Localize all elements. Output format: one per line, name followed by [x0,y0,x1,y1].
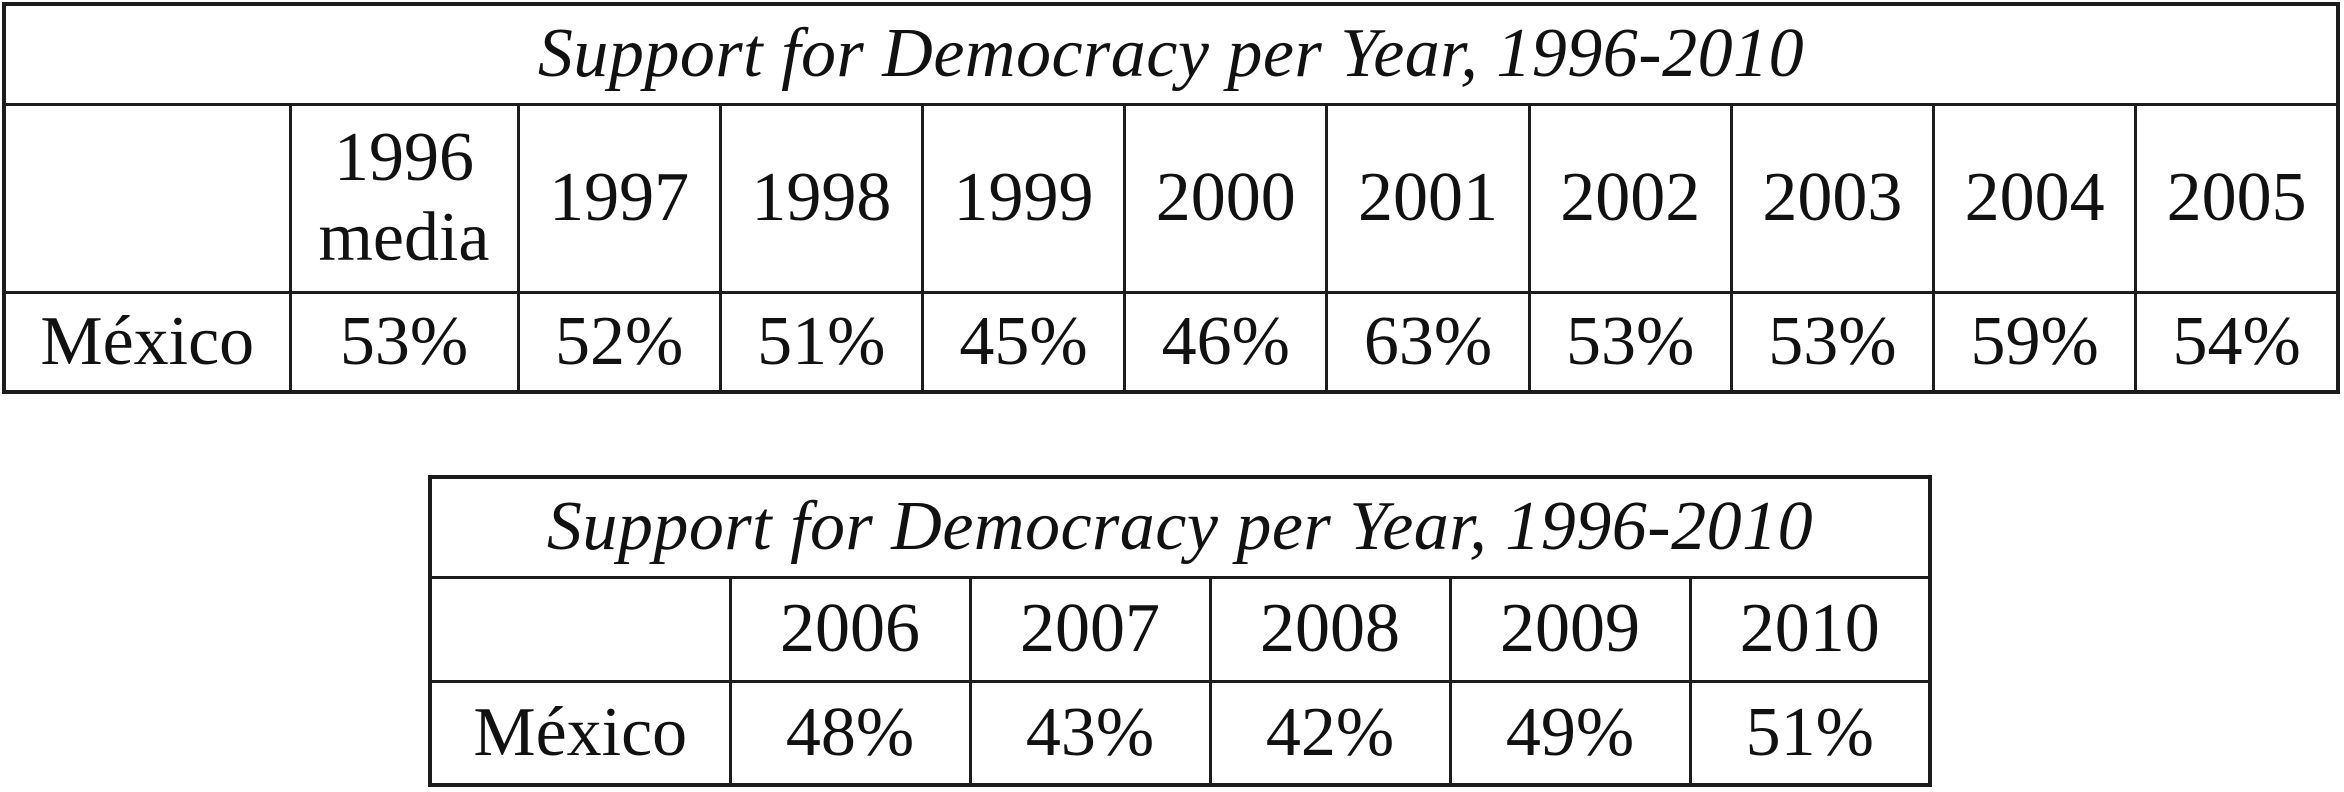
year-header-cell: 1996 media [288,102,520,294]
value-cell: 54% [2134,290,2340,394]
table-support-democracy-2006-2010: Support for Democracy per Year, 1996-201… [428,475,1932,787]
value-cell: 59% [1932,290,2138,394]
table-title-row: Support for Democracy per Year, 1996-201… [428,475,1932,579]
table-row: México 48% 43% 42% 49% 51% [428,679,1932,787]
year-header-cell: 2003 [1729,102,1936,294]
year-header-cell: 2004 [1932,102,2138,294]
year-header-cell: 2006 [728,575,972,683]
table-row: México 53% 52% 51% 45% 46% 63% 53% 53% 5… [2,290,2340,394]
value-cell: 52% [516,290,722,394]
year-header-cell: 2010 [1688,575,1932,683]
year-header-cell: 1998 [718,102,924,294]
value-cell: 53% [1729,290,1936,394]
value-cell: 46% [1123,290,1329,394]
value-cell: 53% [1527,290,1733,394]
table-header-row: 2006 2007 2008 2009 2010 [428,575,1932,683]
year-header-cell: 2007 [968,575,1212,683]
year-header-cell: 2002 [1527,102,1733,294]
value-cell: 45% [920,290,1127,394]
year-header-cell: 1999 [920,102,1127,294]
year-header-cell: 2005 [2134,102,2340,294]
value-cell: 53% [288,290,520,394]
year-header-cell: 2009 [1448,575,1692,683]
corner-header-cell [428,575,732,683]
row-label-cell: México [428,679,732,787]
table-header-row: 1996 media 1997 1998 1999 2000 2001 2002… [2,102,2340,294]
value-cell: 43% [968,679,1212,787]
table-title: Support for Democracy per Year, 1996-201… [2,2,2340,106]
row-label-cell: México [2,290,292,394]
value-cell: 48% [728,679,972,787]
value-cell: 51% [1688,679,1932,787]
value-cell: 63% [1325,290,1531,394]
year-header-cell: 1997 [516,102,722,294]
value-cell: 42% [1208,679,1452,787]
year-header-cell: 2000 [1123,102,1329,294]
table-support-democracy-1996-2005: Support for Democracy per Year, 1996-201… [2,2,2340,394]
table-title: Support for Democracy per Year, 1996-201… [428,475,1932,579]
table-title-row: Support for Democracy per Year, 1996-201… [2,2,2340,106]
value-cell: 49% [1448,679,1692,787]
value-cell: 51% [718,290,924,394]
corner-header-cell [2,102,292,294]
year-header-cell: 2001 [1325,102,1531,294]
year-header-cell: 2008 [1208,575,1452,683]
